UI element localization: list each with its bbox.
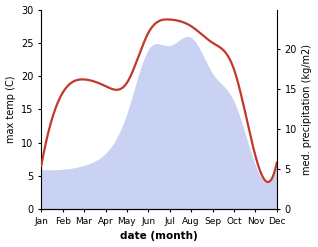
X-axis label: date (month): date (month) xyxy=(120,231,198,242)
Y-axis label: max temp (C): max temp (C) xyxy=(5,76,16,143)
Y-axis label: med. precipitation (kg/m2): med. precipitation (kg/m2) xyxy=(302,44,313,175)
